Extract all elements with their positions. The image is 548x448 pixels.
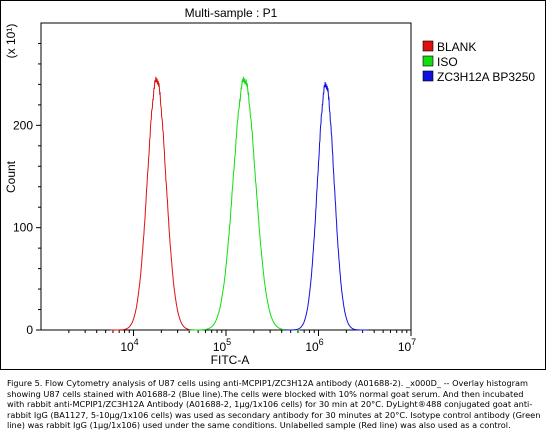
y-tick-label: 100 <box>13 221 33 235</box>
x-tick-label: 106 <box>305 337 323 354</box>
y-axis-multiplier: (x 10¹) <box>4 24 18 59</box>
y-axis-label: Count <box>4 160 18 193</box>
histogram-series <box>110 76 368 331</box>
flow-cytometry-histogram: Multi-sample : P1 (x 10¹) Count FITC-A 0… <box>4 6 535 367</box>
series-curve <box>284 81 368 331</box>
figure-caption: Figure 5. Flow Cytometry analysis of U87… <box>7 378 541 430</box>
y-tick-label: 200 <box>13 118 33 132</box>
y-axis-ticks: 0 100 200 <box>13 42 41 337</box>
x-axis-label: FITC-A <box>211 353 250 367</box>
legend-label: BLANK <box>437 40 476 54</box>
chart-frame: Multi-sample : P1 (x 10¹) Count FITC-A 0… <box>0 0 546 370</box>
legend-label: ISO <box>437 55 458 69</box>
series-curve <box>188 76 300 331</box>
plot-area <box>40 22 412 331</box>
legend-swatch <box>422 40 434 52</box>
y-tick-label: 0 <box>26 323 33 337</box>
x-tick-label: 105 <box>213 337 231 354</box>
series-curve <box>110 76 203 331</box>
legend-label: ZC3H12A BP3250 <box>437 70 535 84</box>
x-tick-label: 107 <box>398 337 416 354</box>
x-tick-label: 104 <box>120 337 138 354</box>
legend-swatch <box>422 70 434 82</box>
legend-swatch <box>422 55 434 67</box>
x-axis-ticks: 104 105 106 107 <box>68 330 416 354</box>
chart-title: Multi-sample : P1 <box>185 6 278 20</box>
